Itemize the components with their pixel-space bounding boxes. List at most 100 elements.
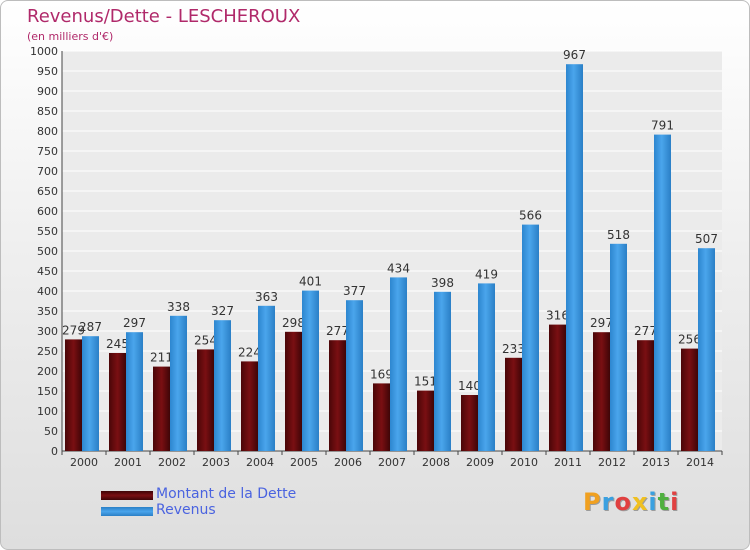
y-tick-label: 200 xyxy=(37,365,58,378)
bar-revenus xyxy=(390,277,407,451)
x-tick-label: 2003 xyxy=(202,456,230,469)
chart-subtitle: (en milliers d'€) xyxy=(27,30,114,43)
y-tick-label: 550 xyxy=(37,225,58,238)
data-label-dette: 279 xyxy=(62,323,85,337)
y-tick-label: 700 xyxy=(37,165,58,178)
data-label-dette: 298 xyxy=(282,316,305,330)
bar-dette xyxy=(285,331,302,451)
bar-revenus xyxy=(566,64,583,451)
data-label-revenus: 791 xyxy=(651,119,674,133)
data-label-dette: 151 xyxy=(414,375,437,389)
y-tick-label: 900 xyxy=(37,85,58,98)
x-tick-label: 2014 xyxy=(686,456,714,469)
bar-revenus xyxy=(478,283,495,451)
data-label-dette: 277 xyxy=(634,324,657,338)
bar-dette xyxy=(153,366,170,451)
bar-revenus xyxy=(610,243,627,451)
data-label-revenus: 287 xyxy=(79,320,102,334)
y-tick-label: 100 xyxy=(37,405,58,418)
data-label-dette: 297 xyxy=(590,316,613,330)
data-label-revenus: 327 xyxy=(211,304,234,318)
x-tick-label: 2006 xyxy=(334,456,362,469)
bar-revenus xyxy=(698,248,715,451)
bar-dette xyxy=(505,357,522,451)
bar-dette xyxy=(417,390,434,451)
x-tick-label: 2004 xyxy=(246,456,274,469)
bar-revenus xyxy=(126,332,143,451)
data-label-revenus: 967 xyxy=(563,48,586,62)
bar-dette xyxy=(241,361,258,451)
x-tick-label: 2000 xyxy=(70,456,98,469)
data-label-revenus: 338 xyxy=(167,300,190,314)
x-tick-label: 2010 xyxy=(510,456,538,469)
bar-revenus xyxy=(654,134,671,451)
data-label-dette: 277 xyxy=(326,324,349,338)
data-label-dette: 256 xyxy=(678,333,701,347)
bar-dette xyxy=(593,332,610,451)
bar-dette xyxy=(109,353,126,451)
legend-label-revenus: Revenus xyxy=(156,502,216,518)
x-tick-label: 2011 xyxy=(554,456,582,469)
x-tick-label: 2001 xyxy=(114,456,142,469)
data-label-revenus: 398 xyxy=(431,276,454,290)
y-tick-label: 1000 xyxy=(30,45,58,58)
bar-dette xyxy=(461,395,478,451)
y-tick-label: 50 xyxy=(44,425,58,438)
data-label-revenus: 401 xyxy=(299,275,322,289)
data-label-dette: 224 xyxy=(238,345,261,359)
bar-dette xyxy=(637,340,654,451)
bar-revenus xyxy=(346,300,363,451)
x-tick-label: 2005 xyxy=(290,456,318,469)
y-tick-label: 600 xyxy=(37,205,58,218)
y-tick-label: 650 xyxy=(37,185,58,198)
y-tick-label: 250 xyxy=(37,345,58,358)
y-tick-label: 950 xyxy=(37,65,58,78)
data-label-revenus: 434 xyxy=(387,261,410,275)
x-tick-label: 2007 xyxy=(378,456,406,469)
bar-revenus xyxy=(214,320,231,451)
bar-dette xyxy=(329,340,346,451)
bar-revenus xyxy=(82,336,99,451)
data-label-dette: 316 xyxy=(546,309,569,323)
y-tick-label: 150 xyxy=(37,385,58,398)
data-label-revenus: 507 xyxy=(695,232,718,246)
data-label-revenus: 363 xyxy=(255,290,278,304)
legend-swatch-dette xyxy=(101,491,153,500)
bar-dette xyxy=(373,383,390,451)
bar-revenus xyxy=(522,224,539,451)
y-tick-label: 400 xyxy=(37,285,58,298)
proxiti-logo: Proxiti xyxy=(583,488,680,516)
y-tick-label: 450 xyxy=(37,265,58,278)
y-tick-label: 750 xyxy=(37,145,58,158)
bar-dette xyxy=(549,324,566,451)
data-label-dette: 245 xyxy=(106,337,129,351)
data-label-revenus: 419 xyxy=(475,267,498,281)
bar-dette xyxy=(65,339,82,451)
chart-title: Revenus/Dette - LESCHEROUX xyxy=(27,6,301,27)
data-label-dette: 140 xyxy=(458,379,481,393)
data-label-dette: 233 xyxy=(502,342,525,356)
y-tick-label: 800 xyxy=(37,125,58,138)
data-label-dette: 211 xyxy=(150,351,173,365)
y-tick-label: 0 xyxy=(51,445,58,458)
legend-swatch-revenus xyxy=(101,507,153,516)
data-label-revenus: 566 xyxy=(519,209,542,223)
x-tick-label: 2002 xyxy=(158,456,186,469)
data-label-revenus: 518 xyxy=(607,228,630,242)
y-tick-label: 350 xyxy=(37,305,58,318)
legend-label-dette: Montant de la Dette xyxy=(156,486,297,502)
y-tick-label: 500 xyxy=(37,245,58,258)
bar-revenus xyxy=(258,305,275,451)
x-tick-label: 2008 xyxy=(422,456,450,469)
data-label-dette: 169 xyxy=(370,367,393,381)
bar-revenus xyxy=(302,290,319,451)
data-label-dette: 254 xyxy=(194,333,217,347)
bar-revenus xyxy=(434,291,451,451)
x-tick-label: 2009 xyxy=(466,456,494,469)
y-tick-label: 850 xyxy=(37,105,58,118)
x-tick-label: 2013 xyxy=(642,456,670,469)
y-tick-label: 300 xyxy=(37,325,58,338)
bar-dette xyxy=(681,348,698,451)
